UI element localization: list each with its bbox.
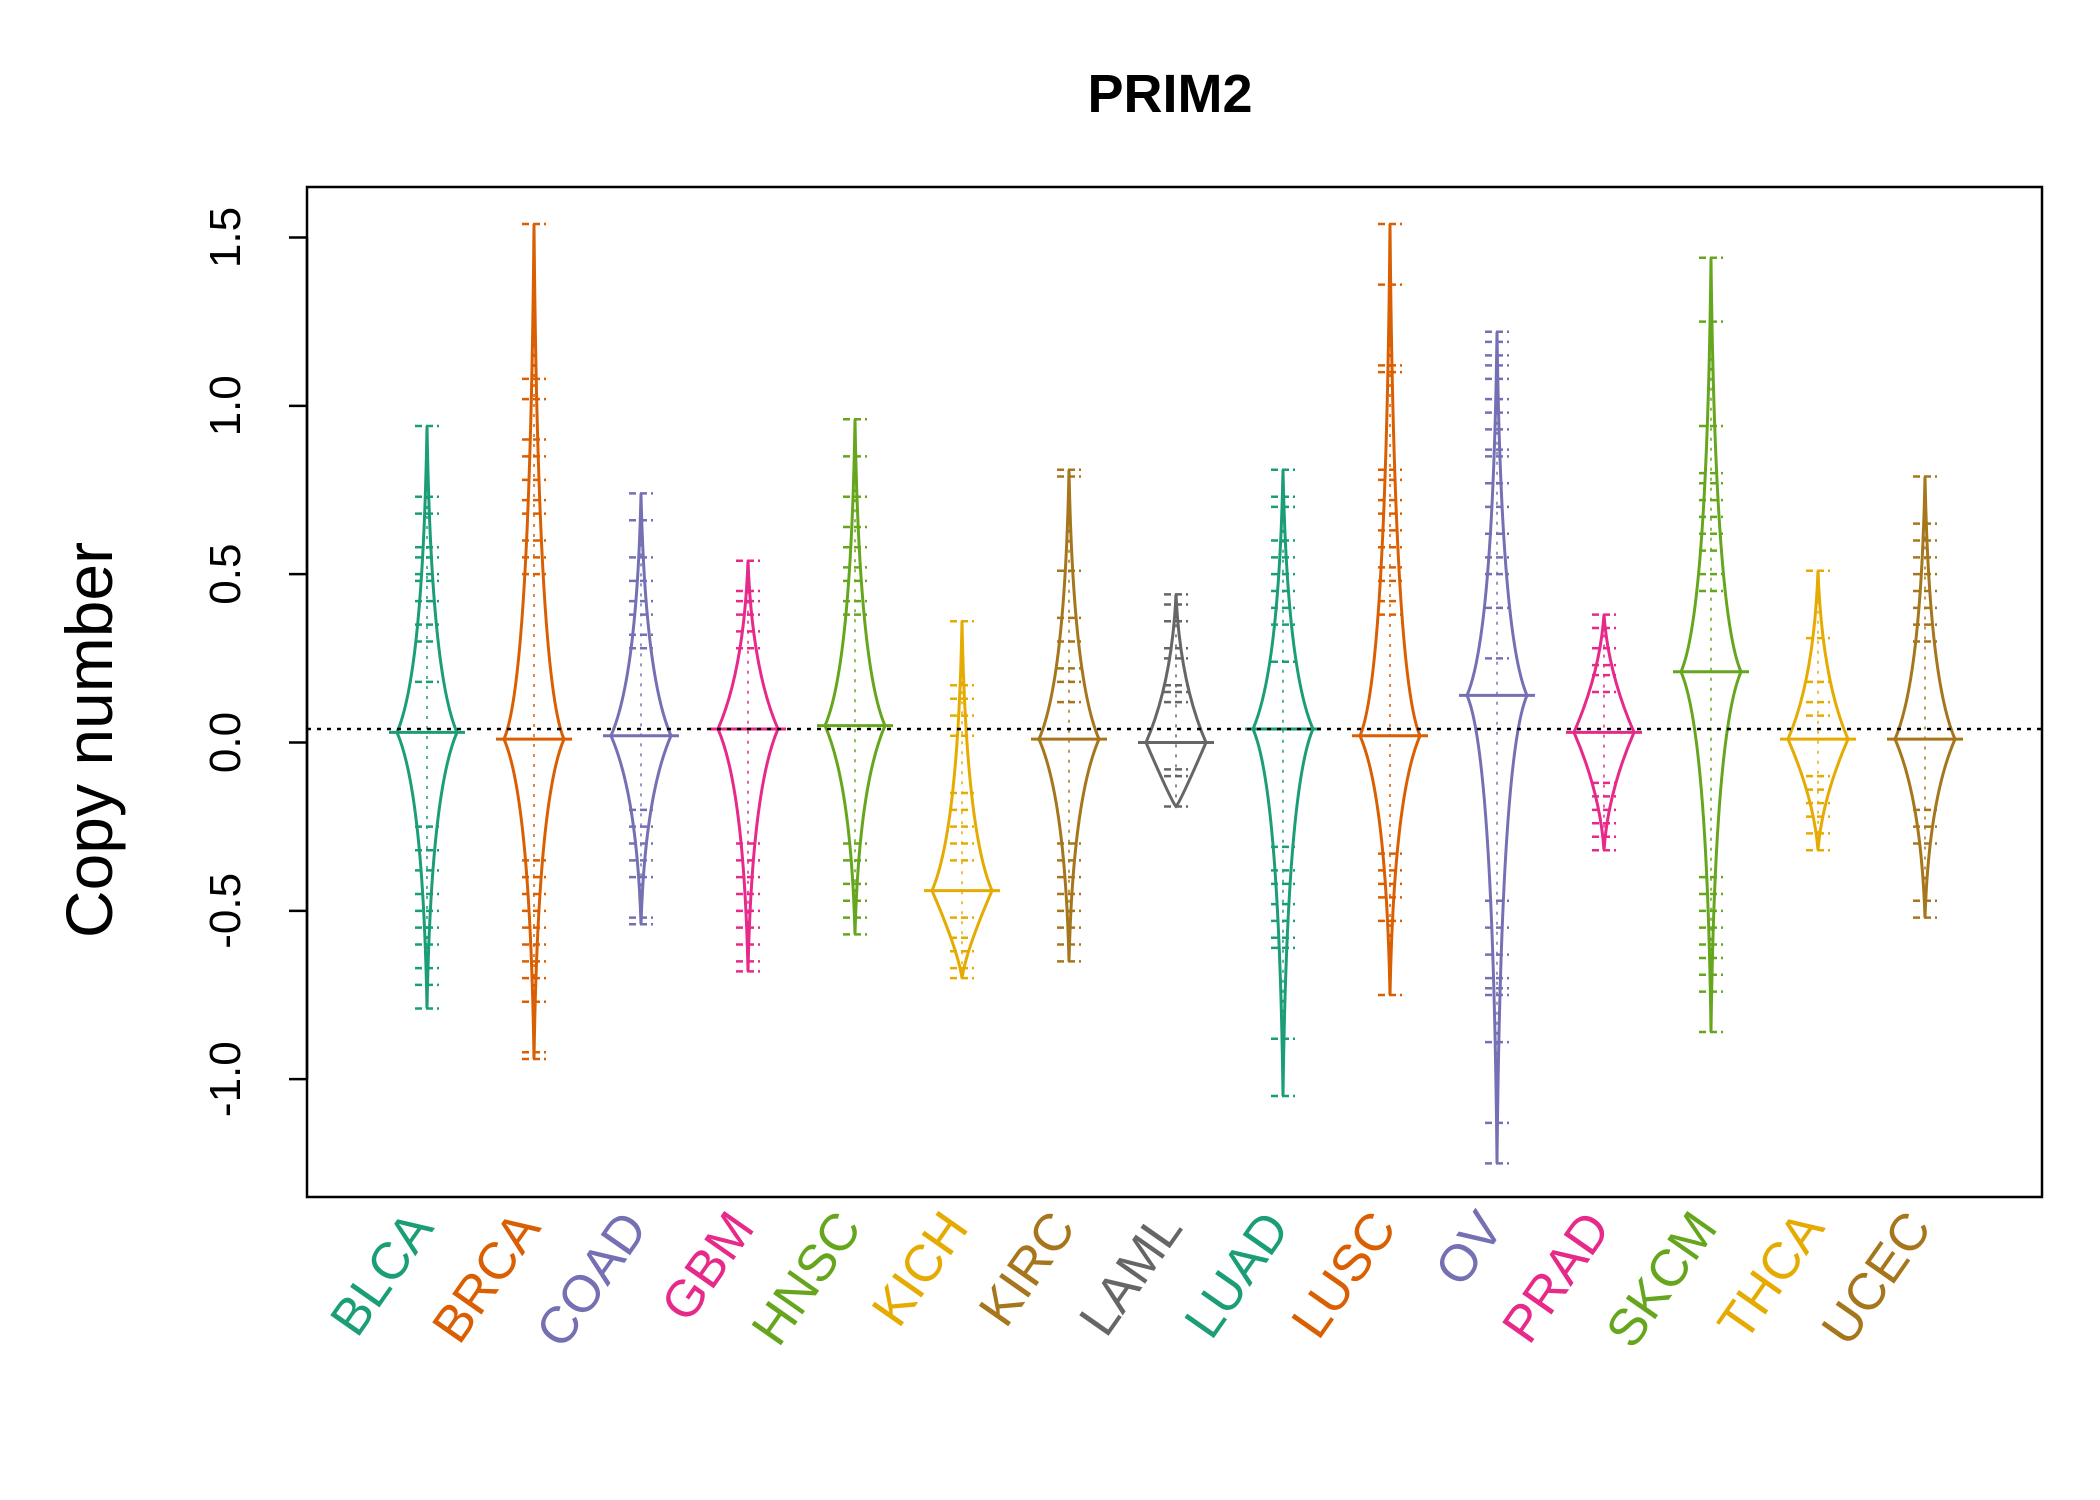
x-tick-label-kirc: KIRC <box>968 1202 1087 1337</box>
bean-skcm <box>1673 256 1749 1034</box>
x-tick-label-thca: THCA <box>1707 1201 1836 1350</box>
y-tick-label: -1.0 <box>201 1041 250 1117</box>
bean-group <box>389 222 1963 1165</box>
bean-thca <box>1780 569 1856 852</box>
chart-title: PRIM2 <box>1087 64 1252 124</box>
x-tick-label-skcm: SKCM <box>1595 1202 1729 1358</box>
y-tick-label: 1.5 <box>201 207 250 268</box>
y-axis-label: Copy number <box>52 542 126 938</box>
x-tick-label-coad: COAD <box>525 1202 659 1358</box>
x-tick-label-kich: KICH <box>861 1202 980 1337</box>
bean-gbm <box>710 559 786 973</box>
x-tick-label-laml: LAML <box>1068 1202 1193 1347</box>
x-tick-label-hnsc: HNSC <box>741 1202 873 1356</box>
bean-density-outline <box>502 224 566 1059</box>
x-tick-label-luad: LUAD <box>1174 1202 1301 1349</box>
bean-coad <box>603 492 679 926</box>
bean-brca <box>496 222 572 1061</box>
y-tick-label: 1.0 <box>201 375 250 436</box>
bean-laml <box>1138 593 1214 809</box>
bean-density-outline <box>930 621 994 979</box>
bean-lusc <box>1352 222 1428 997</box>
plot-frame <box>305 185 2044 1199</box>
bean-density-outline <box>1358 224 1422 996</box>
bean-luad <box>1245 468 1321 1098</box>
y-tick-label: 0.0 <box>201 712 250 773</box>
x-tick-label-ucec: UCEC <box>1811 1202 1943 1356</box>
y-tick-label: 0.5 <box>201 544 250 605</box>
y-tick-label: -0.5 <box>201 873 250 949</box>
bean-ucec <box>1887 475 1963 919</box>
y-axis: -1.0 -0.5 0.0 0.5 1.0 1.5 <box>201 207 309 1117</box>
bean-density-outline <box>1037 469 1101 962</box>
bean-blca <box>389 424 465 1010</box>
bean-kich <box>924 620 1000 980</box>
bean-kirc <box>1031 468 1107 963</box>
bean-hnsc <box>817 418 893 936</box>
x-tick-label-ov: OV <box>1424 1201 1515 1296</box>
x-tick-label-lusc: LUSC <box>1281 1202 1408 1349</box>
bean-prad <box>1566 613 1642 852</box>
bean-density-outline <box>1679 257 1743 1033</box>
bean-ov <box>1459 330 1535 1165</box>
